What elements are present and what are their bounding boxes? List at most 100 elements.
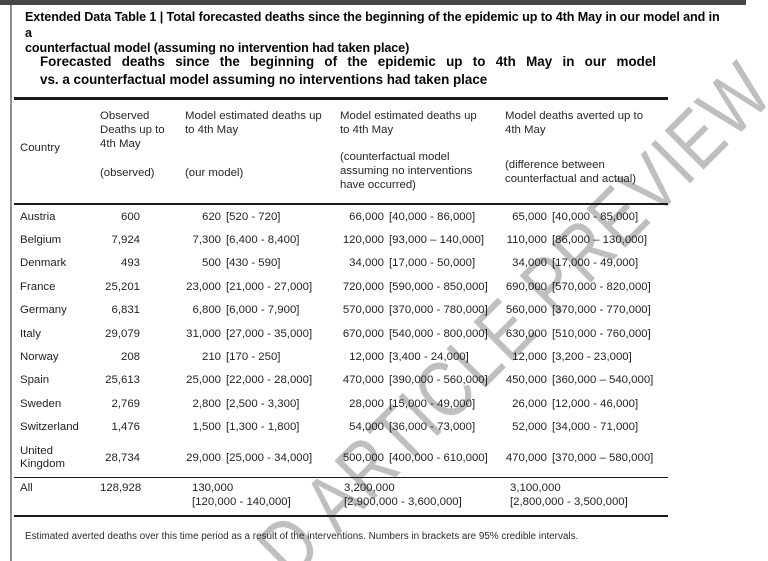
header-sublabel: (difference between counterfactual and a… (505, 158, 637, 186)
ci-range: [540,000 - 800,000] (389, 327, 488, 340)
header-label: Model estimated deaths up to 4th May (340, 109, 477, 136)
counterfactual-cell: 12,000 [3,400 - 24,000] (340, 351, 505, 363)
value: 26,000 (512, 397, 547, 410)
averted-cell: 690,000 [570,000 - 820,000] (505, 281, 668, 293)
observed-cell: 208 (100, 351, 185, 363)
value: 560,000 (505, 304, 547, 317)
subtitle-line-1: Forecasted deaths since the beginning of… (40, 54, 656, 69)
value: 470,000 (505, 451, 547, 464)
country-cell: Denmark (20, 257, 67, 270)
header-observed: Observed Deaths up to 4th May (observed) (100, 109, 185, 204)
value: 450,000 (505, 374, 547, 387)
value: 12,000 (349, 351, 384, 364)
ci-range: [370,000 - 780,000] (389, 304, 488, 317)
observed-cell: 1,476 (100, 421, 185, 433)
ci-range: [36,000 - 73,000] (389, 421, 476, 434)
ci-range: [2,800,000 - 3,500,000] (510, 495, 628, 508)
ci-range: [12,000 - 46,000] (552, 397, 639, 410)
averted-cell: 470,000 [370,000 – 580,000] (505, 452, 668, 464)
model-cell: 6,800 [6,000 - 7,900] (185, 304, 340, 316)
value: 670,000 (342, 327, 384, 340)
ci-range: [120,000 - 140,000] (192, 495, 291, 508)
top-rule (0, 0, 746, 5)
country-cell: Austria (20, 210, 56, 223)
observed-cell: 29,079 (100, 328, 185, 340)
country-cell: Switzerland (20, 421, 79, 434)
value: 210 (201, 351, 221, 364)
value: 34,000 (349, 257, 384, 270)
header-sublabel: (observed) (100, 167, 155, 180)
ci-range: [570,000 - 820,000] (552, 280, 651, 293)
table-row-switzerland: Switzerland 1,476 1,500 [1,300 - 1,800] 5… (14, 416, 668, 439)
value: 66,000 (349, 210, 384, 223)
table-bottom-rule (14, 515, 668, 518)
footnote: Estimated averted deaths over this time … (25, 531, 579, 542)
table-caption: Extended Data Table 1 | Total forecasted… (25, 10, 727, 57)
ci-range: [520 - 720] (226, 210, 281, 223)
table-row-denmark: Denmark 493 500 [430 - 590] 34,000 [17,000… (14, 252, 668, 275)
ci-range: [25,000 - 34,000] (226, 451, 313, 464)
ci-range: [40,000 - 85,000] (552, 210, 639, 223)
table-subtitle: Forecasted deaths since the beginning of… (40, 53, 656, 88)
ci-range: [17,000 - 49,000] (552, 257, 639, 270)
country-cell: Norway (20, 351, 59, 364)
counterfactual-cell: 54,000 [36,000 - 73,000] (340, 421, 505, 433)
value: 720,000 (342, 280, 384, 293)
averted-cell: 630,000 [510,000 - 760,000] (505, 328, 668, 340)
observed-cell: 128,928 (100, 482, 185, 494)
data-table: Country Observed Deaths up to 4th May (o… (14, 97, 668, 518)
ci-range: [370,000 – 580,000] (552, 451, 654, 464)
value: 34,000 (512, 257, 547, 270)
subtitle-line-2: vs. a counterfactual model assuming no i… (40, 71, 488, 87)
ci-range: [15,000 - 49,000] (389, 397, 476, 410)
ci-range: [370,000 - 770,000] (552, 304, 651, 317)
ci-range: [3,200 - 23,000] (552, 351, 632, 364)
model-cell: 31,000 [27,000 - 35,000] (185, 328, 340, 340)
value: 7,300 (192, 234, 221, 247)
ci-range: [3,400 - 24,000] (389, 351, 469, 364)
table-row-all: All 128,928 130,000 [120,000 - 140,000] … (14, 478, 668, 515)
value: 65,000 (512, 210, 547, 223)
ci-range: [400,000 - 610,000] (389, 451, 488, 464)
averted-cell: 110,000 [86,000 – 130,000] (505, 234, 668, 246)
counterfactual-cell: 720,000 [590,000 - 850,000] (340, 281, 505, 293)
value: 2,769 (111, 397, 140, 410)
value: 500,000 (342, 451, 384, 464)
averted-cell: 12,000 [3,200 - 23,000] (505, 351, 668, 363)
ci-range: [590,000 - 850,000] (389, 280, 488, 293)
value: 1,500 (192, 421, 221, 434)
caption-line-2: counterfactual model (assuming no interv… (25, 41, 410, 55)
value: 29,000 (186, 451, 221, 464)
value: 29,079 (105, 327, 140, 340)
observed-cell: 493 (100, 257, 185, 269)
header-bottom-rule (14, 203, 668, 205)
value: 6,800 (192, 304, 221, 317)
value: 25,201 (105, 280, 140, 293)
value: 54,000 (349, 421, 384, 434)
total-row-top-rule (14, 476, 668, 479)
left-margin-rule (10, 5, 12, 561)
model-cell: 29,000 [25,000 - 34,000] (185, 452, 340, 464)
value: 128,928 (100, 482, 142, 495)
value: 25,613 (105, 374, 140, 387)
ci-range: [93,000 – 140,000] (389, 234, 485, 247)
ci-range: [22,000 - 28,000] (226, 374, 313, 387)
averted-cell: 3,100,000 [2,800,000 - 3,500,000] (505, 482, 668, 509)
value: 208 (120, 351, 140, 364)
value: 6,831 (111, 304, 140, 317)
value: 3,100,000 (510, 482, 561, 495)
header-sublabel: (counterfactual model assuming no interv… (340, 150, 473, 192)
value: 600 (120, 210, 140, 223)
table-row-france: France 25,201 23,000 [21,000 - 27,000] 72… (14, 275, 668, 298)
value: 28,000 (349, 397, 384, 410)
header-label: Country (20, 141, 60, 154)
value: 620 (201, 210, 221, 223)
table-row-spain: Spain 25,613 25,000 [22,000 - 28,000] 470… (14, 369, 668, 392)
model-cell: 130,000 [120,000 - 140,000] (185, 482, 340, 509)
ci-range: [40,000 - 86,000] (389, 210, 476, 223)
counterfactual-cell: 66,000 [40,000 - 86,000] (340, 211, 505, 223)
model-cell: 1,500 [1,300 - 1,800] (185, 421, 340, 433)
ci-range: [1,300 - 1,800] (226, 421, 300, 434)
value: 500 (201, 257, 221, 270)
